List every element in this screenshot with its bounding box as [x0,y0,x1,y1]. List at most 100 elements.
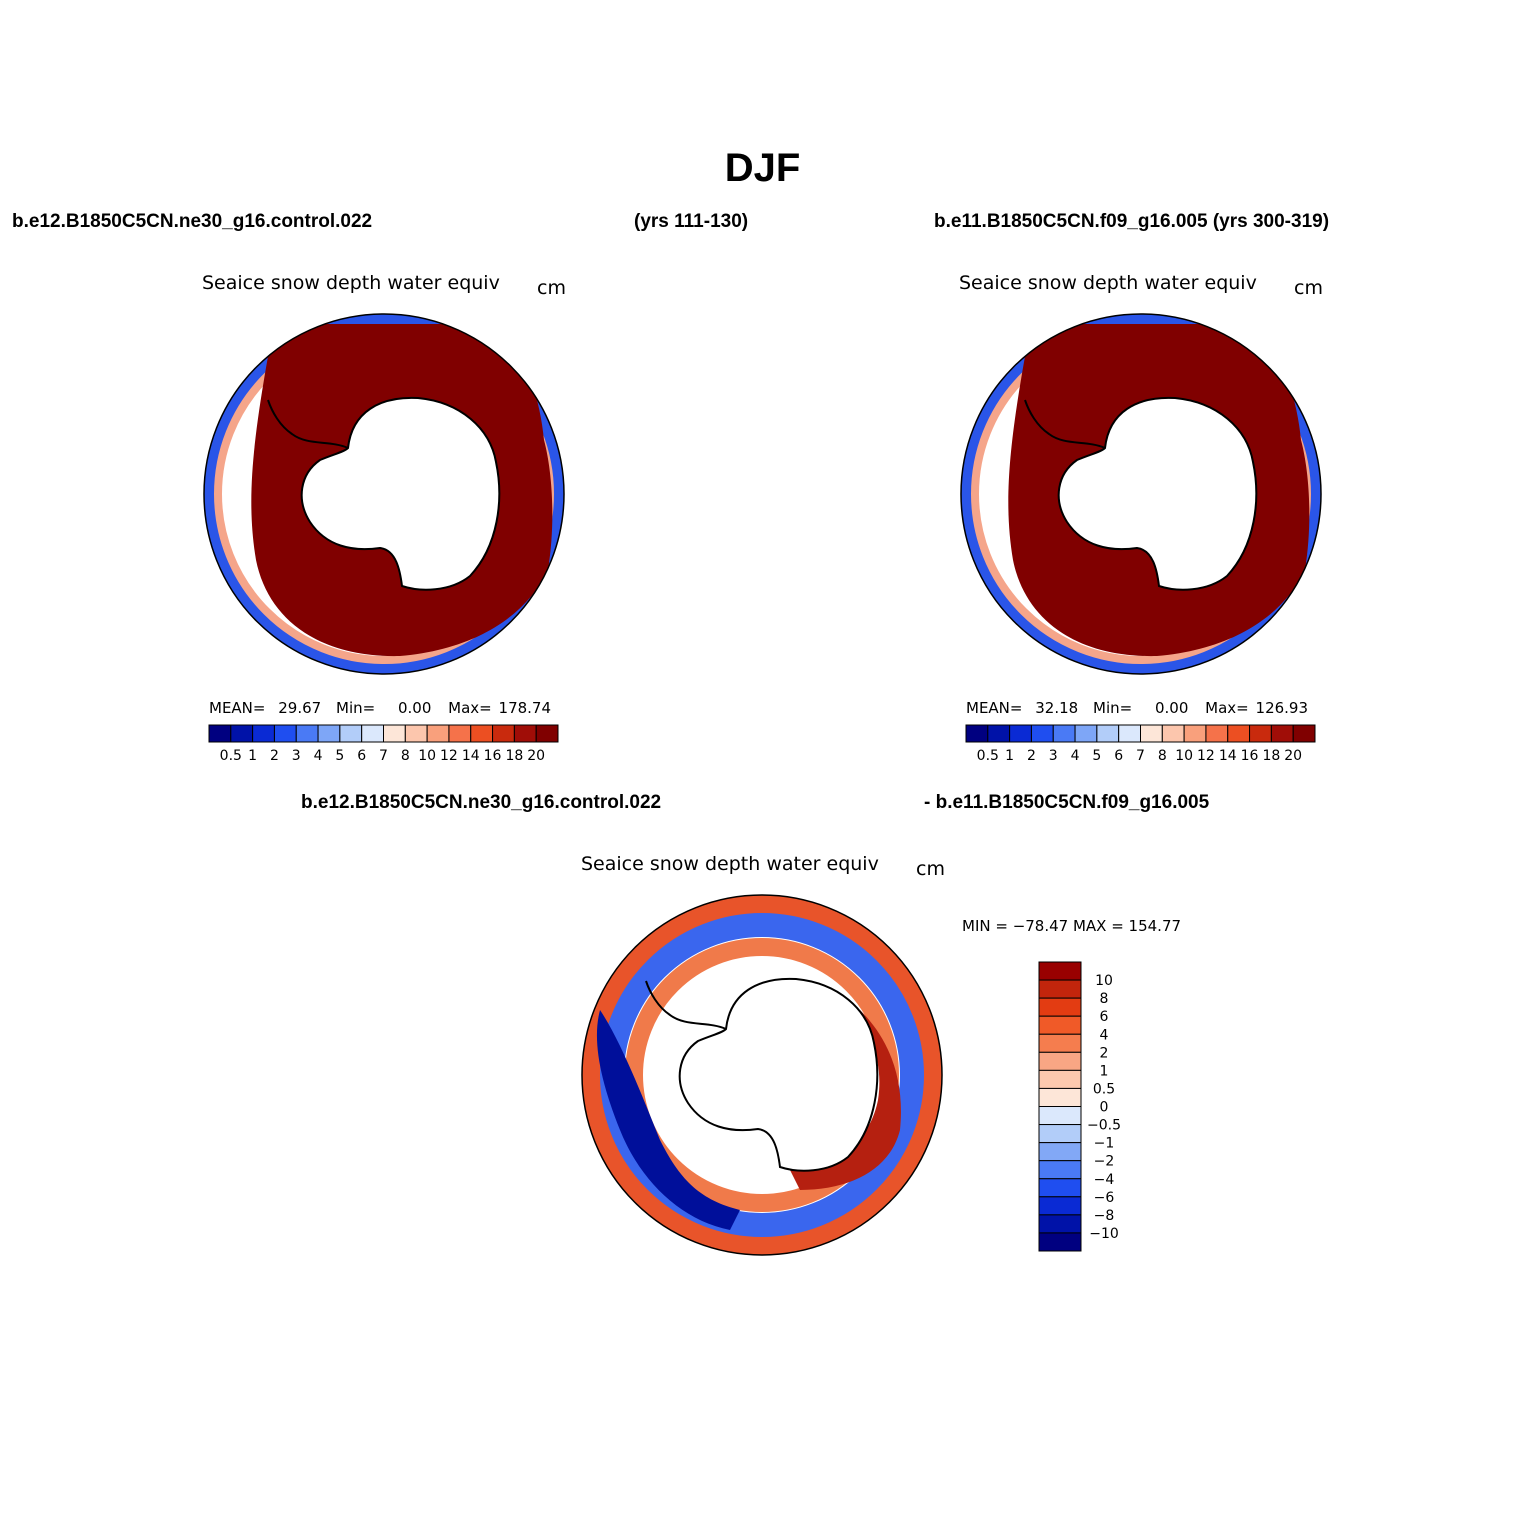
colorbar-label: 7 [1136,748,1145,764]
colorbar-box [1183,724,1207,743]
colorbar-box [1074,724,1098,743]
colorbar-label: 1 [1100,1063,1109,1079]
colorbar-label: 12 [440,748,458,764]
map-boundary [581,894,943,1256]
diff-outer-red-band [582,895,942,1255]
colorbar-box [1038,1087,1082,1107]
colorbar-box [1030,724,1054,743]
panel2-variable: Seaice snow depth water equiv [959,272,1257,294]
colorbar-label: 8 [401,748,410,764]
colorbar-label: −4 [1094,1172,1115,1188]
colorbar-label: 8 [1158,748,1167,764]
colorbar-box [987,724,1011,743]
colorbar-label: 2 [1100,1045,1109,1061]
colorbar-label: 0.5 [220,748,242,764]
colorbar-box [448,724,472,743]
colorbar-box [1038,997,1082,1017]
colorbar-label: 10 [1175,748,1193,764]
colorbar-label: 12 [1197,748,1215,764]
panel2-max-label: Max= [1205,699,1249,717]
colorbar-box [1038,1015,1082,1035]
colorbar-box [1205,724,1229,743]
colorbar-box [1038,979,1082,999]
colorbar-label: −10 [1089,1226,1119,1242]
colorbar-box [492,724,515,743]
colorbar-label: 20 [527,748,545,764]
colorbar-box [230,724,254,743]
panel1-units: cm [537,277,566,299]
antarctic-peninsula [267,399,349,449]
colorbar-label: 16 [484,748,502,764]
colorbar-panel-1: 0.5 1 2 3 4 5 6 7 8 10 12 14 16 18 20 [208,724,559,764]
map-boundary [203,313,565,675]
map-panel-diff [581,894,943,1256]
panel2-stats: MEAN= 32.18 Min= 0.00 Max= 126.93 [966,699,1308,717]
panel1-mean: 29.67 [278,699,322,717]
colorbar-box [361,724,384,743]
colorbar-label: 6 [1114,748,1123,764]
colorbar-label: 0.5 [977,748,999,764]
colorbar-label: 2 [270,748,279,764]
antarctic-peninsula [645,980,727,1030]
antarctic-peninsula [1024,399,1106,449]
colorbar-label: 3 [1049,748,1058,764]
colorbar-box [295,724,319,743]
colorbar-box [1038,1196,1082,1216]
map-boundary [960,313,1322,675]
panel3-variable: Seaice snow depth water equiv [581,853,879,875]
colorbar-box [1161,724,1185,743]
colorbar-label: −1 [1094,1136,1115,1152]
colorbar-box [426,724,450,743]
panel2-mean-label: MEAN= [966,699,1023,717]
colorbar-label: 8 [1100,991,1109,1007]
colorbar-label: 4 [1100,1027,1109,1043]
colorbar-label: 6 [357,748,366,764]
colorbar-label: 1 [1005,748,1014,764]
panel1-max-label: Max= [448,699,492,717]
colorbar-box [1038,961,1082,981]
colorbar-label: 18 [505,748,523,764]
colorbar-box [1118,724,1141,743]
colorbar-box [1227,724,1251,743]
left-case-label: b.e12.B1850C5CN.ne30_g16.control.022 [12,211,373,232]
antarctica-coast [300,396,501,591]
colorbar-box [1009,724,1032,743]
colorbar-box [1038,1178,1082,1198]
colorbar-label: −6 [1094,1190,1115,1206]
colorbar-box [383,724,406,743]
colorbar-label: 14 [462,748,480,764]
left-years-label: (yrs 111-130) [634,211,749,232]
colorbar-label: 1 [248,748,257,764]
panel1-min-label: Min= [336,699,376,717]
panel1-variable: Seaice snow depth water equiv [202,272,500,294]
colorbar-label: 18 [1262,748,1280,764]
colorbar-box [1038,1124,1082,1144]
panel3-minmax: MIN = −78.47 MAX = 154.77 [962,917,1182,935]
colorbar-box [1038,1214,1082,1234]
colorbar-label: 14 [1219,748,1237,764]
colorbar-box [1038,1232,1082,1252]
map-panel-2 [960,313,1322,675]
ice-edge-blue [961,314,1321,674]
colorbar-label: 10 [418,748,436,764]
colorbar-label: 7 [379,748,388,764]
colorbar-label: 0 [1100,1100,1109,1116]
panel1-mean-label: MEAN= [209,699,266,717]
colorbar-label: 10 [1095,973,1113,989]
colorbar-box [1038,1160,1082,1180]
ice-edge-blue [204,314,564,674]
colorbar-label: 16 [1241,748,1259,764]
colorbar-label: 5 [335,748,344,764]
panel1-max: 178.74 [498,699,552,717]
colorbar-box [1140,724,1163,743]
panel2-mean: 32.18 [1035,699,1079,717]
colorbar-box [1038,1069,1082,1089]
colorbar-box [1038,1033,1082,1053]
colorbar-box [1249,724,1272,743]
colorbar-label: 6 [1100,1009,1109,1025]
panel1-stats: MEAN= 29.67 Min= 0.00 Max= 178.74 [209,699,551,717]
colorbar-box [252,724,275,743]
colorbar-label: 4 [1071,748,1080,764]
colorbar-label: 5 [1092,748,1101,764]
